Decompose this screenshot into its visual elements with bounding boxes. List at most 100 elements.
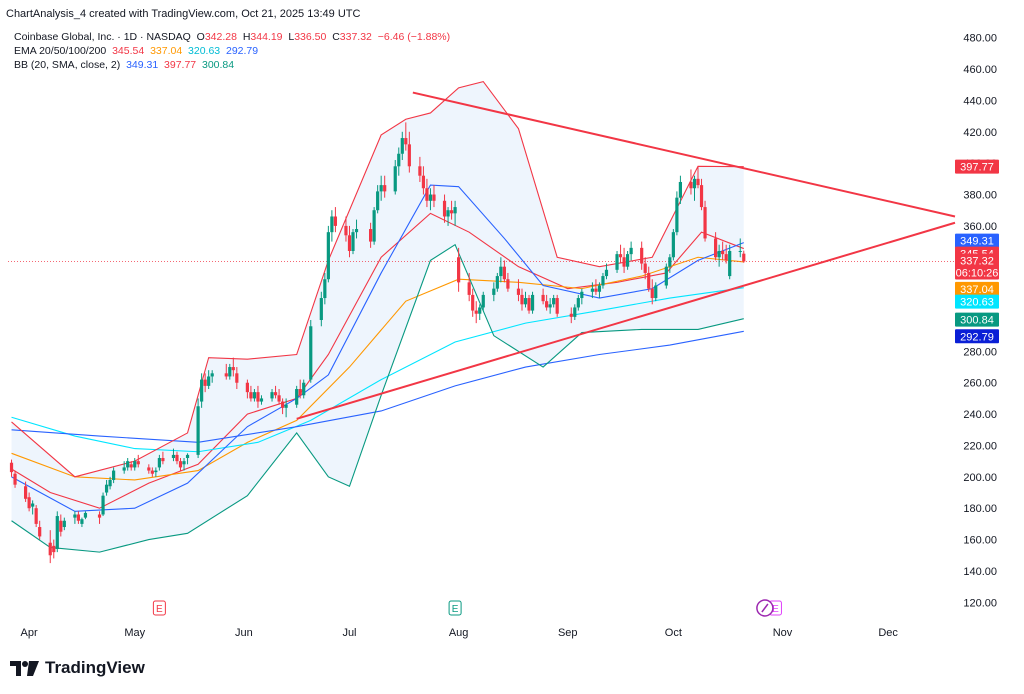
candle-body[interactable] — [442, 200, 447, 217]
candle-body[interactable] — [495, 276, 499, 289]
candle-body[interactable] — [259, 398, 264, 402]
candle-body[interactable] — [38, 527, 42, 537]
candle-body[interactable] — [393, 166, 397, 192]
candle-body[interactable] — [418, 166, 422, 176]
candle-body[interactable] — [161, 458, 165, 462]
candle-body[interactable] — [347, 235, 352, 251]
candle-body[interactable] — [506, 279, 510, 289]
candle-body[interactable] — [80, 519, 84, 524]
candle-body[interactable] — [245, 382, 249, 393]
candle-body[interactable] — [147, 467, 151, 471]
candle-body[interactable] — [654, 285, 658, 299]
candle-body[interactable] — [545, 301, 549, 308]
candle-body[interactable] — [59, 520, 63, 532]
candle-body[interactable] — [742, 253, 746, 262]
candle-body[interactable] — [516, 288, 521, 295]
candle-body[interactable] — [499, 266, 503, 277]
candle-body[interactable] — [175, 454, 179, 462]
candle-body[interactable] — [231, 367, 235, 371]
candle-body[interactable] — [330, 216, 334, 233]
candle-body[interactable] — [622, 257, 626, 267]
candle-body[interactable] — [597, 285, 602, 292]
candle-body[interactable] — [249, 392, 253, 399]
candle-body[interactable] — [52, 545, 56, 553]
candle-body[interactable] — [284, 404, 288, 408]
candle-body[interactable] — [692, 178, 697, 189]
candle-body[interactable] — [552, 298, 556, 305]
candle-body[interactable] — [675, 197, 679, 233]
candle-body[interactable] — [643, 263, 647, 273]
candle-body[interactable] — [344, 225, 348, 236]
candle-body[interactable] — [594, 288, 598, 292]
candle-body[interactable] — [601, 276, 605, 286]
candle-body[interactable] — [699, 185, 704, 208]
lower-trendline[interactable] — [296, 221, 956, 420]
candle-body[interactable] — [446, 210, 450, 217]
candle-body[interactable] — [671, 232, 675, 258]
candle-body[interactable] — [379, 185, 383, 192]
candle-body[interactable] — [541, 294, 545, 302]
earnings-marker[interactable] — [448, 600, 462, 616]
candle-body[interactable] — [481, 294, 485, 308]
candle-body[interactable] — [224, 373, 228, 377]
candle-body[interactable] — [185, 454, 190, 459]
candle-body[interactable] — [129, 464, 133, 468]
candle-body[interactable] — [668, 257, 672, 267]
candle-body[interactable] — [372, 210, 376, 242]
candle-body[interactable] — [650, 288, 654, 299]
candle-body[interactable] — [530, 294, 535, 311]
candle-body[interactable] — [73, 514, 77, 518]
candle-body[interactable] — [555, 298, 559, 314]
candle-body[interactable] — [647, 272, 651, 289]
candle-body[interactable] — [210, 373, 214, 377]
candle-body[interactable] — [108, 479, 112, 487]
candle-body[interactable] — [270, 392, 274, 399]
candle-body[interactable] — [280, 401, 285, 408]
upper-trendline[interactable] — [412, 91, 956, 218]
candle-body[interactable] — [235, 373, 239, 383]
candle-body[interactable] — [24, 486, 28, 499]
candle-body[interactable] — [478, 307, 482, 314]
candle-body[interactable] — [717, 250, 721, 258]
candle-body[interactable] — [277, 395, 281, 402]
candle-body[interactable] — [9, 462, 14, 473]
tradingview-logo[interactable]: TradingView — [10, 658, 145, 678]
candle-body[interactable] — [55, 516, 59, 549]
candle-body[interactable] — [126, 461, 130, 468]
candle-body[interactable] — [376, 191, 380, 211]
candle-body[interactable] — [383, 185, 387, 192]
candle-body[interactable] — [62, 520, 66, 528]
candle-body[interactable] — [520, 294, 524, 305]
candle-body[interactable] — [136, 461, 140, 465]
candle-body[interactable] — [171, 454, 176, 459]
candle-body[interactable] — [738, 250, 742, 252]
candle-body[interactable] — [527, 298, 531, 311]
candle-body[interactable] — [326, 232, 330, 280]
candle-body[interactable] — [678, 181, 683, 198]
candle-body[interactable] — [133, 461, 137, 468]
candle-body[interactable] — [580, 291, 584, 299]
candle-body[interactable] — [333, 216, 338, 226]
candle-body[interactable] — [252, 392, 257, 399]
candle-body[interactable] — [295, 389, 299, 405]
earnings-marker[interactable] — [152, 600, 166, 616]
candle-body[interactable] — [714, 238, 718, 258]
candle-body[interactable] — [83, 512, 88, 518]
candle-body[interactable] — [34, 508, 38, 524]
candle-body[interactable] — [502, 266, 506, 280]
candle-body[interactable] — [453, 207, 457, 214]
candle-body[interactable] — [404, 138, 408, 145]
candle-body[interactable] — [407, 144, 411, 167]
candle-body[interactable] — [200, 379, 204, 402]
candle-body[interactable] — [354, 229, 359, 233]
candle-body[interactable] — [432, 194, 436, 201]
candle-body[interactable] — [467, 282, 471, 295]
candle-body[interactable] — [27, 497, 31, 509]
candle-body[interactable] — [48, 542, 52, 556]
candle-body[interactable] — [576, 298, 580, 308]
candle-body[interactable] — [590, 288, 594, 292]
candle-body[interactable] — [76, 514, 81, 521]
candle-body[interactable] — [101, 495, 105, 515]
candle-body[interactable] — [228, 367, 232, 377]
